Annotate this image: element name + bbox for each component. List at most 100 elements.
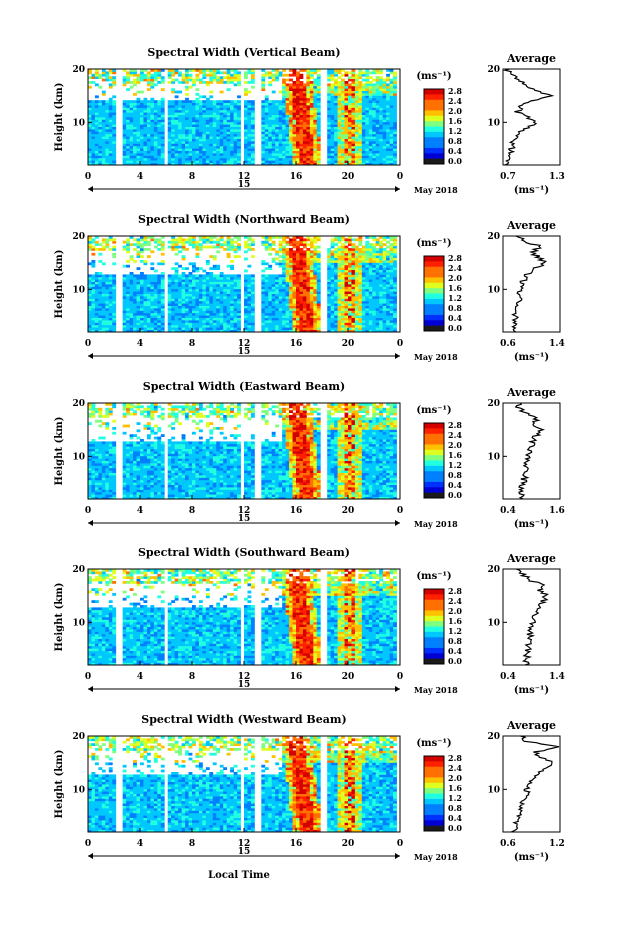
heatmap-cell (337, 317, 342, 321)
heatmap-cell (129, 310, 134, 314)
heatmap-cell (372, 95, 377, 99)
heatmap-cell (91, 308, 96, 311)
heatmap-cell (181, 320, 186, 323)
heatmap-cell (185, 121, 189, 125)
heatmap-cell (230, 284, 234, 287)
heatmap-cell (226, 109, 231, 113)
heatmap-cell (226, 129, 231, 132)
heatmap-cell (143, 138, 148, 142)
heatmap-cell (216, 322, 221, 326)
heatmap-cell (271, 284, 276, 287)
heatmap-cell (334, 262, 338, 266)
heatmap-cell (275, 126, 280, 130)
heatmap-cell (126, 303, 130, 306)
heatmap-cell (292, 117, 297, 120)
heatmap-cell (244, 112, 248, 115)
heatmap-cell (271, 281, 276, 285)
heatmap-cell (146, 81, 151, 84)
heatmap-cell (379, 71, 384, 75)
heatmap-cell (153, 76, 158, 79)
heatmap-cell (296, 322, 300, 326)
heatmap-cell (268, 155, 273, 159)
heatmap-cell (167, 107, 172, 111)
heatmap-cell (171, 136, 176, 139)
heatmap-cell (368, 105, 373, 108)
heatmap-cell (202, 245, 207, 249)
heatmap-cell (140, 136, 144, 139)
heatmap-cell (88, 322, 92, 326)
heatmap-cell (178, 296, 182, 299)
heatmap-cell (341, 322, 345, 326)
heatmap-cell (299, 85, 304, 89)
heatmap-cell (289, 255, 293, 258)
heatmap-cell (205, 236, 210, 239)
heatmap-cell (174, 272, 179, 275)
heatmap-cell (250, 310, 255, 314)
heatmap-cell (160, 78, 165, 82)
heatmap-cell (386, 157, 390, 161)
heatmap-cell (268, 71, 273, 75)
heatmap-cell (344, 73, 349, 77)
heatmap-cell (316, 95, 321, 99)
heatmap-cell (299, 252, 304, 256)
heatmap-cell (178, 238, 182, 242)
heatmap-cell (313, 136, 318, 139)
heatmap-cell (230, 324, 234, 328)
heatmap-cell (271, 305, 276, 309)
heatmap-cell (302, 243, 307, 246)
heatmap-cell (105, 308, 110, 311)
heatmap-cell (358, 126, 363, 130)
heatmap-cell (122, 133, 127, 137)
heatmap-cell (344, 112, 349, 115)
heatmap-cell (188, 100, 193, 103)
heatmap-cell (348, 162, 352, 165)
heatmap-cell (88, 119, 92, 123)
heatmap-cell (230, 286, 234, 290)
heatmap-cell (292, 281, 297, 285)
heatmap-cell (143, 279, 148, 282)
heatmap-cell (382, 107, 387, 111)
heatmap-cell (271, 310, 276, 314)
heatmap-cell (212, 329, 217, 332)
heatmap-cell (157, 100, 162, 103)
heatmap-cell (348, 119, 352, 123)
heatmap-cell (91, 264, 96, 268)
heatmap-cell (174, 112, 179, 115)
heatmap-cell (358, 73, 363, 77)
heatmap-cell (88, 100, 92, 103)
heatmap-cell (330, 153, 335, 156)
heatmap-cell (368, 148, 373, 151)
heatmap-cell (368, 121, 373, 125)
heatmap-cell (188, 138, 193, 142)
heatmap-cell (302, 129, 307, 132)
heatmap-cell (185, 286, 189, 290)
heatmap-cell (244, 324, 248, 328)
heatmap-cell (181, 303, 186, 306)
heatmap-cell (98, 126, 103, 130)
heatmap-cell (247, 150, 252, 154)
heatmap-cell (334, 320, 338, 323)
heatmap-cell (160, 88, 165, 91)
heatmap-cell (178, 119, 182, 123)
heatmap-cell (264, 296, 269, 299)
heatmap-cell (167, 155, 172, 159)
heatmap-cell (171, 71, 176, 75)
heatmap-cell (244, 150, 248, 154)
heatmap-cell (198, 114, 203, 118)
heatmap-cell (226, 288, 231, 292)
heatmap-cell (348, 133, 352, 137)
heatmap-cell (282, 291, 286, 294)
heatmap-cell (129, 141, 134, 144)
heatmap-cell (105, 73, 110, 77)
heatmap-cell (282, 109, 286, 113)
heatmap-cell (101, 288, 106, 292)
heatmap-cell (181, 78, 186, 82)
heatmap-cell (153, 288, 158, 292)
heatmap-cell (348, 153, 352, 156)
heatmap-cell (160, 100, 165, 103)
heatmap-cell (372, 69, 377, 72)
heatmap-cell (185, 131, 189, 135)
heatmap-cell (230, 322, 234, 326)
heatmap-cell (337, 160, 342, 163)
heatmap-cell (268, 296, 273, 299)
